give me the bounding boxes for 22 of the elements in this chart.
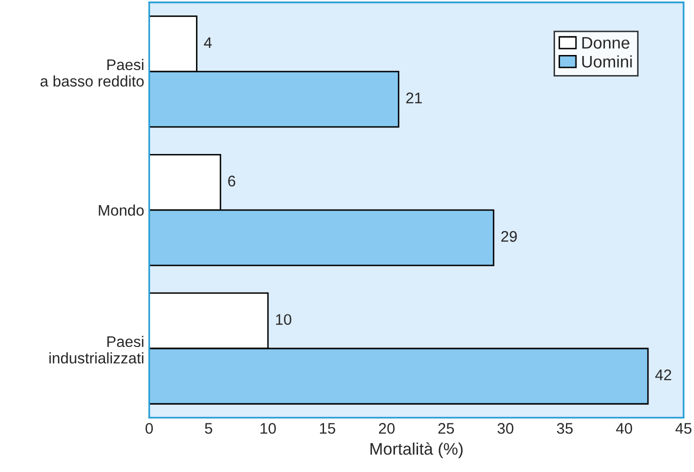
x-tick-label: 30 (498, 422, 514, 434)
x-tick-label: 45 (675, 423, 692, 434)
data-label: 21 (406, 92, 422, 104)
data-label: 42 (655, 369, 672, 380)
y-tick-label: Paesi a basso reddito (40, 58, 144, 87)
x-axis-title: Mortalità (%) (370, 442, 463, 458)
x-tick-label: 40 (616, 422, 632, 434)
legend-label: Uomini (582, 55, 632, 68)
y-tick-label: Mondo (98, 204, 144, 216)
x-tick-label: 35 (556, 422, 573, 434)
y-tick-label: Paesi industrializzati (49, 336, 144, 364)
data-label: 29 (501, 231, 517, 242)
x-tick-label: 5 (204, 423, 212, 434)
x-tick-label: 15 (320, 423, 336, 434)
x-tick-label: 10 (260, 422, 276, 434)
data-label: 10 (276, 314, 292, 325)
x-tick-label: 25 (438, 422, 454, 434)
data-label: 6 (228, 176, 236, 186)
legend-label: Donne (582, 37, 630, 49)
x-tick-label: 0 (146, 422, 153, 434)
data-label: 4 (204, 37, 212, 48)
x-tick-label: 20 (378, 422, 395, 434)
